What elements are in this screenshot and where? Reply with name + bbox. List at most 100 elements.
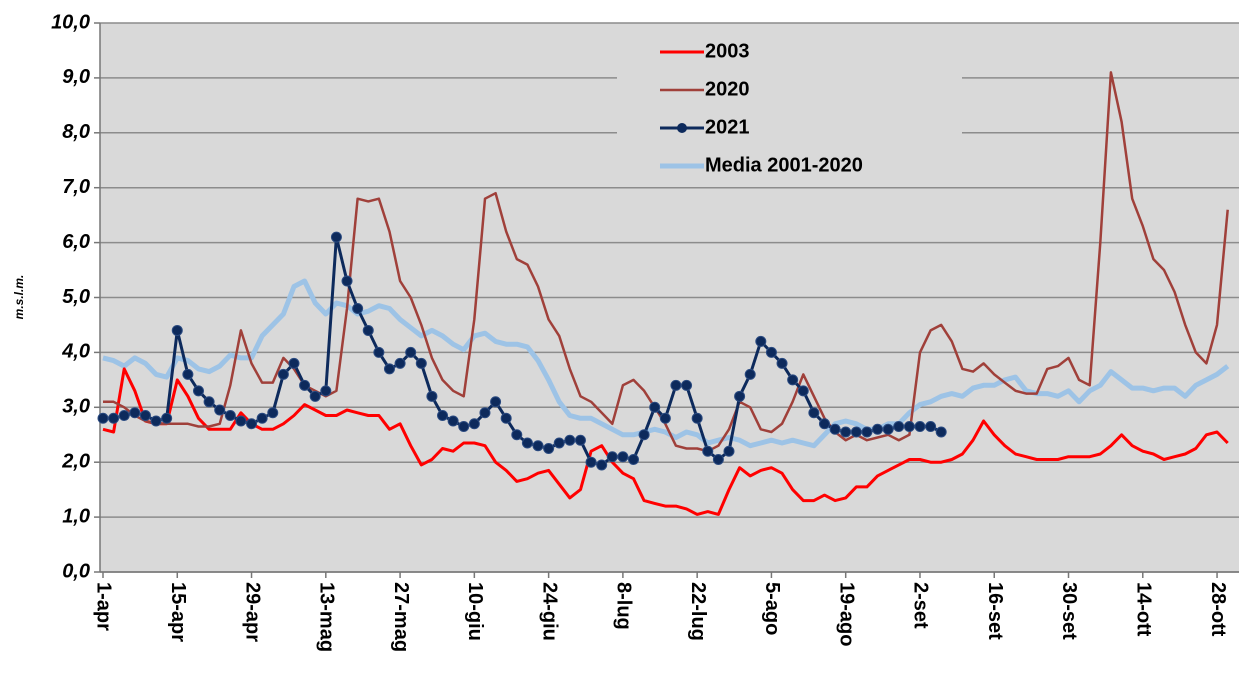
y-tick-label: 3,0	[62, 396, 90, 418]
series-marker	[893, 421, 905, 433]
series-marker	[606, 451, 618, 463]
legend-label: 2003	[705, 40, 750, 62]
series-marker	[914, 421, 926, 433]
series-marker	[224, 410, 236, 422]
series-marker	[320, 385, 332, 397]
series-marker	[638, 429, 650, 441]
series-marker	[511, 429, 523, 441]
series-marker	[267, 407, 279, 419]
series-marker	[712, 453, 724, 465]
series-marker	[840, 426, 852, 438]
series-marker	[574, 434, 586, 446]
series-marker	[330, 231, 342, 243]
series-marker	[256, 412, 268, 424]
series-marker	[543, 442, 555, 454]
series-marker	[182, 368, 194, 380]
series-marker	[299, 379, 311, 391]
series-line	[102, 278, 1230, 449]
series-marker	[659, 412, 671, 424]
y-tick-label: 9,0	[62, 66, 90, 88]
series-marker	[585, 456, 597, 468]
series-marker	[171, 324, 183, 336]
series-marker	[818, 418, 830, 430]
y-tick-label: 1,0	[62, 505, 90, 527]
series-marker	[702, 445, 714, 457]
series-marker	[288, 357, 300, 369]
series-marker	[564, 434, 576, 446]
series-marker	[649, 401, 661, 413]
series-marker	[532, 440, 544, 452]
series-marker	[394, 357, 406, 369]
x-tick-label: 29-apr	[241, 582, 263, 642]
series-marker	[797, 385, 809, 397]
series-marker	[808, 407, 820, 419]
series-marker	[192, 385, 204, 397]
series-marker	[628, 453, 639, 465]
x-tick-label: 15-apr	[167, 582, 189, 642]
series-marker	[373, 346, 385, 358]
y-tick-label: 0,0	[62, 560, 90, 582]
x-tick-label: 5-ago	[761, 582, 783, 635]
x-tick-label: 22-lug	[687, 582, 709, 641]
y-axis-label: m.s.l.m.	[12, 275, 26, 320]
series-marker	[246, 418, 258, 430]
series-marker	[129, 407, 141, 419]
y-tick-label: 8,0	[62, 121, 90, 143]
x-tick-label: 19-ago	[835, 582, 857, 646]
y-tick-label: 10,0	[51, 11, 90, 33]
series-marker	[521, 437, 533, 449]
series-marker	[500, 412, 512, 424]
x-tick-label: 16-set	[984, 582, 1006, 640]
y-tick-label: 5,0	[62, 286, 90, 308]
y-tick-label: 7,0	[62, 176, 90, 198]
series-marker	[734, 390, 746, 402]
series-marker	[214, 404, 226, 416]
series-marker	[235, 415, 247, 427]
series-marker	[362, 324, 374, 336]
series-marker	[405, 346, 417, 358]
legend-label: Media 2001-2020	[705, 154, 863, 176]
series-marker	[850, 426, 862, 438]
series-marker	[118, 410, 130, 422]
series-marker	[468, 418, 480, 430]
series-marker	[723, 445, 735, 457]
series-marker	[882, 423, 894, 435]
series-marker	[426, 390, 438, 402]
x-tick-label: 8-lug	[613, 582, 635, 630]
series-marker	[415, 357, 427, 369]
series-marker	[352, 302, 364, 314]
series-marker	[383, 363, 395, 375]
series-marker	[309, 390, 321, 402]
series-marker	[161, 412, 173, 424]
x-tick-label: 10-giu	[464, 582, 486, 641]
series-line	[102, 367, 1229, 516]
series-marker	[97, 412, 109, 424]
series-marker	[670, 379, 682, 391]
series-marker	[437, 410, 449, 422]
series-marker	[150, 415, 162, 427]
x-tick-label: 28-ott	[1207, 582, 1229, 637]
series-marker	[755, 335, 767, 347]
series-marker	[903, 421, 915, 433]
series-marker	[490, 396, 502, 408]
x-tick-label: 24-giu	[538, 582, 560, 641]
series-marker	[935, 426, 947, 438]
series-marker	[691, 412, 703, 424]
series-marker	[203, 396, 215, 408]
series-marker	[829, 423, 841, 435]
series-marker	[341, 275, 353, 287]
legend-marker	[677, 123, 687, 133]
series-marker	[447, 415, 459, 427]
series-marker	[458, 421, 470, 433]
series-marker	[108, 412, 120, 424]
x-tick-label: 2-set	[910, 582, 932, 629]
series-marker	[277, 368, 289, 380]
y-tick-label: 4,0	[61, 341, 90, 363]
series-marker	[596, 459, 608, 471]
x-tick-label: 1-apr	[93, 582, 115, 631]
series-marker	[681, 379, 693, 391]
series-marker	[776, 357, 788, 369]
series-marker	[765, 346, 777, 358]
y-tick-label: 2,0	[61, 450, 90, 472]
